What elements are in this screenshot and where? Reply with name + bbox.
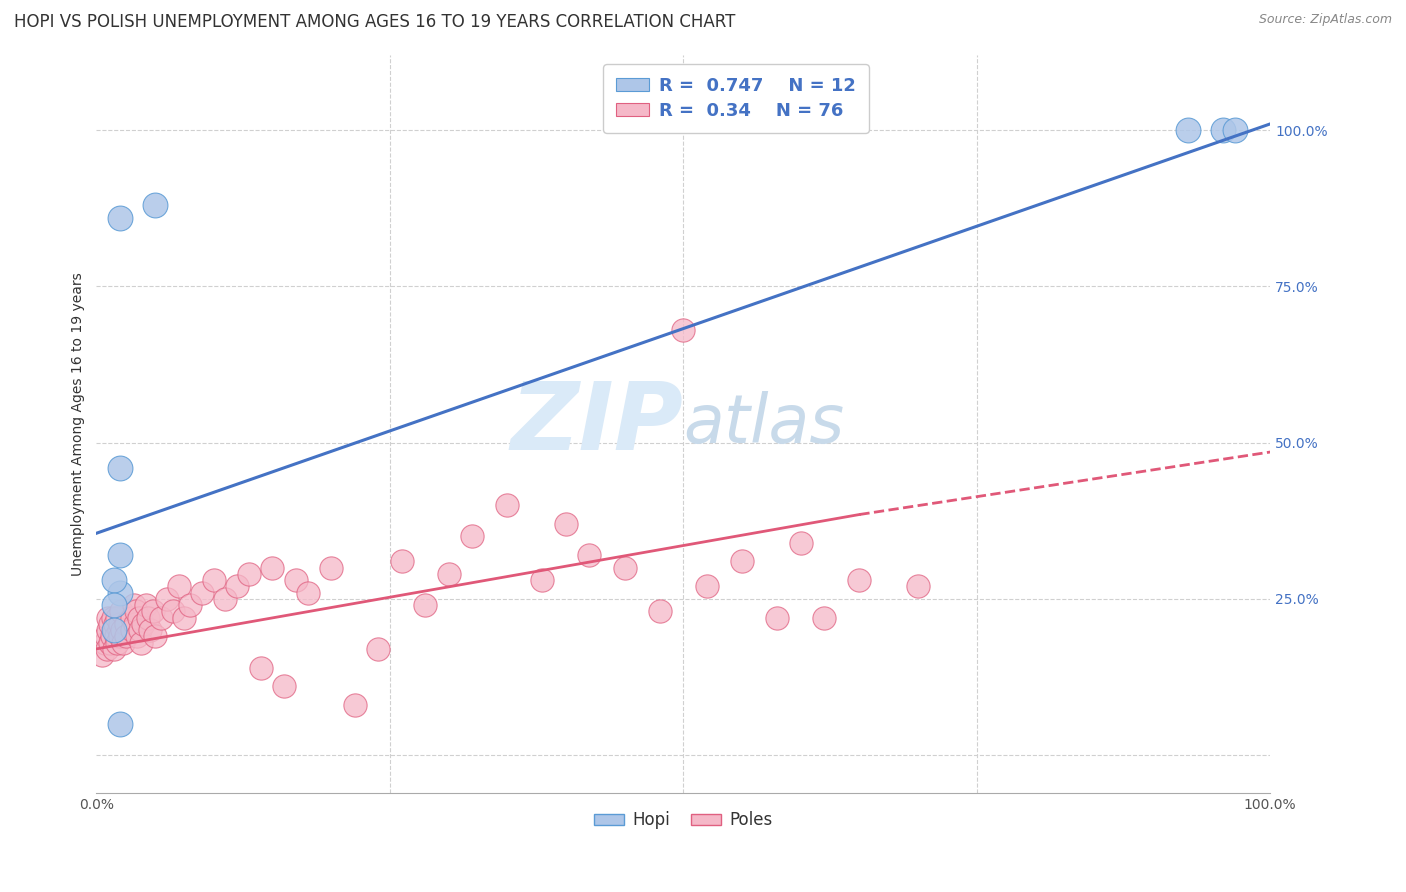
Point xyxy=(1177,123,1199,137)
Point xyxy=(731,554,754,568)
Point xyxy=(103,623,125,637)
Point xyxy=(142,604,165,618)
Point xyxy=(108,629,131,643)
Point xyxy=(139,623,162,637)
Point xyxy=(107,635,129,649)
Point xyxy=(121,623,143,637)
Text: ZIP: ZIP xyxy=(510,378,683,470)
Point xyxy=(93,635,115,649)
Point xyxy=(103,573,125,587)
Point xyxy=(132,616,155,631)
Point xyxy=(103,641,125,656)
Point xyxy=(437,566,460,581)
Point xyxy=(128,610,150,624)
Point xyxy=(149,610,172,624)
Point xyxy=(97,623,120,637)
Point xyxy=(1212,123,1234,137)
Point xyxy=(167,579,190,593)
Point xyxy=(105,629,128,643)
Point xyxy=(179,598,201,612)
Point xyxy=(273,680,295,694)
Point xyxy=(262,560,284,574)
Point xyxy=(848,573,870,587)
Point xyxy=(97,610,120,624)
Point xyxy=(343,698,366,713)
Point xyxy=(94,629,117,643)
Point xyxy=(108,717,131,731)
Point xyxy=(191,585,214,599)
Point xyxy=(103,623,125,637)
Point xyxy=(1223,123,1246,137)
Point xyxy=(108,585,131,599)
Point xyxy=(91,648,114,662)
Point xyxy=(122,598,145,612)
Text: Source: ZipAtlas.com: Source: ZipAtlas.com xyxy=(1258,13,1392,27)
Point xyxy=(613,560,636,574)
Point xyxy=(107,610,129,624)
Point xyxy=(100,635,122,649)
Point xyxy=(696,579,718,593)
Point xyxy=(202,573,225,587)
Point xyxy=(136,610,159,624)
Point xyxy=(391,554,413,568)
Point xyxy=(128,623,150,637)
Point xyxy=(101,610,124,624)
Point xyxy=(110,604,132,618)
Point xyxy=(813,610,835,624)
Point xyxy=(284,573,307,587)
Point xyxy=(578,548,600,562)
Point xyxy=(554,516,576,531)
Text: HOPI VS POLISH UNEMPLOYMENT AMONG AGES 16 TO 19 YEARS CORRELATION CHART: HOPI VS POLISH UNEMPLOYMENT AMONG AGES 1… xyxy=(14,13,735,31)
Point xyxy=(100,616,122,631)
Point xyxy=(107,623,129,637)
Point xyxy=(143,198,166,212)
Point xyxy=(111,623,134,637)
Point xyxy=(907,579,929,593)
Point xyxy=(121,610,143,624)
Point xyxy=(125,604,148,618)
Point xyxy=(249,660,271,674)
Point xyxy=(238,566,260,581)
Point xyxy=(226,579,249,593)
Point xyxy=(321,560,343,574)
Point xyxy=(789,535,811,549)
Point xyxy=(173,610,195,624)
Point xyxy=(124,616,146,631)
Point xyxy=(143,629,166,643)
Point xyxy=(367,641,389,656)
Point xyxy=(114,616,136,631)
Point xyxy=(135,598,157,612)
Point xyxy=(648,604,671,618)
Point xyxy=(114,629,136,643)
Point xyxy=(127,629,149,643)
Point xyxy=(96,641,118,656)
Point xyxy=(103,598,125,612)
Point xyxy=(162,604,184,618)
Point xyxy=(531,573,554,587)
Point xyxy=(108,460,131,475)
Point xyxy=(496,498,519,512)
Point xyxy=(100,629,122,643)
Point xyxy=(297,585,319,599)
Point xyxy=(104,616,127,631)
Point xyxy=(672,323,695,337)
Point xyxy=(214,591,236,606)
Point xyxy=(461,529,484,543)
Point xyxy=(413,598,436,612)
Text: atlas: atlas xyxy=(683,391,845,457)
Point xyxy=(108,616,131,631)
Point xyxy=(156,591,179,606)
Legend: Hopi, Poles: Hopi, Poles xyxy=(588,805,779,836)
Y-axis label: Unemployment Among Ages 16 to 19 years: Unemployment Among Ages 16 to 19 years xyxy=(72,272,86,575)
Point xyxy=(108,548,131,562)
Point xyxy=(129,635,152,649)
Point xyxy=(766,610,789,624)
Point xyxy=(112,635,135,649)
Point xyxy=(108,211,131,225)
